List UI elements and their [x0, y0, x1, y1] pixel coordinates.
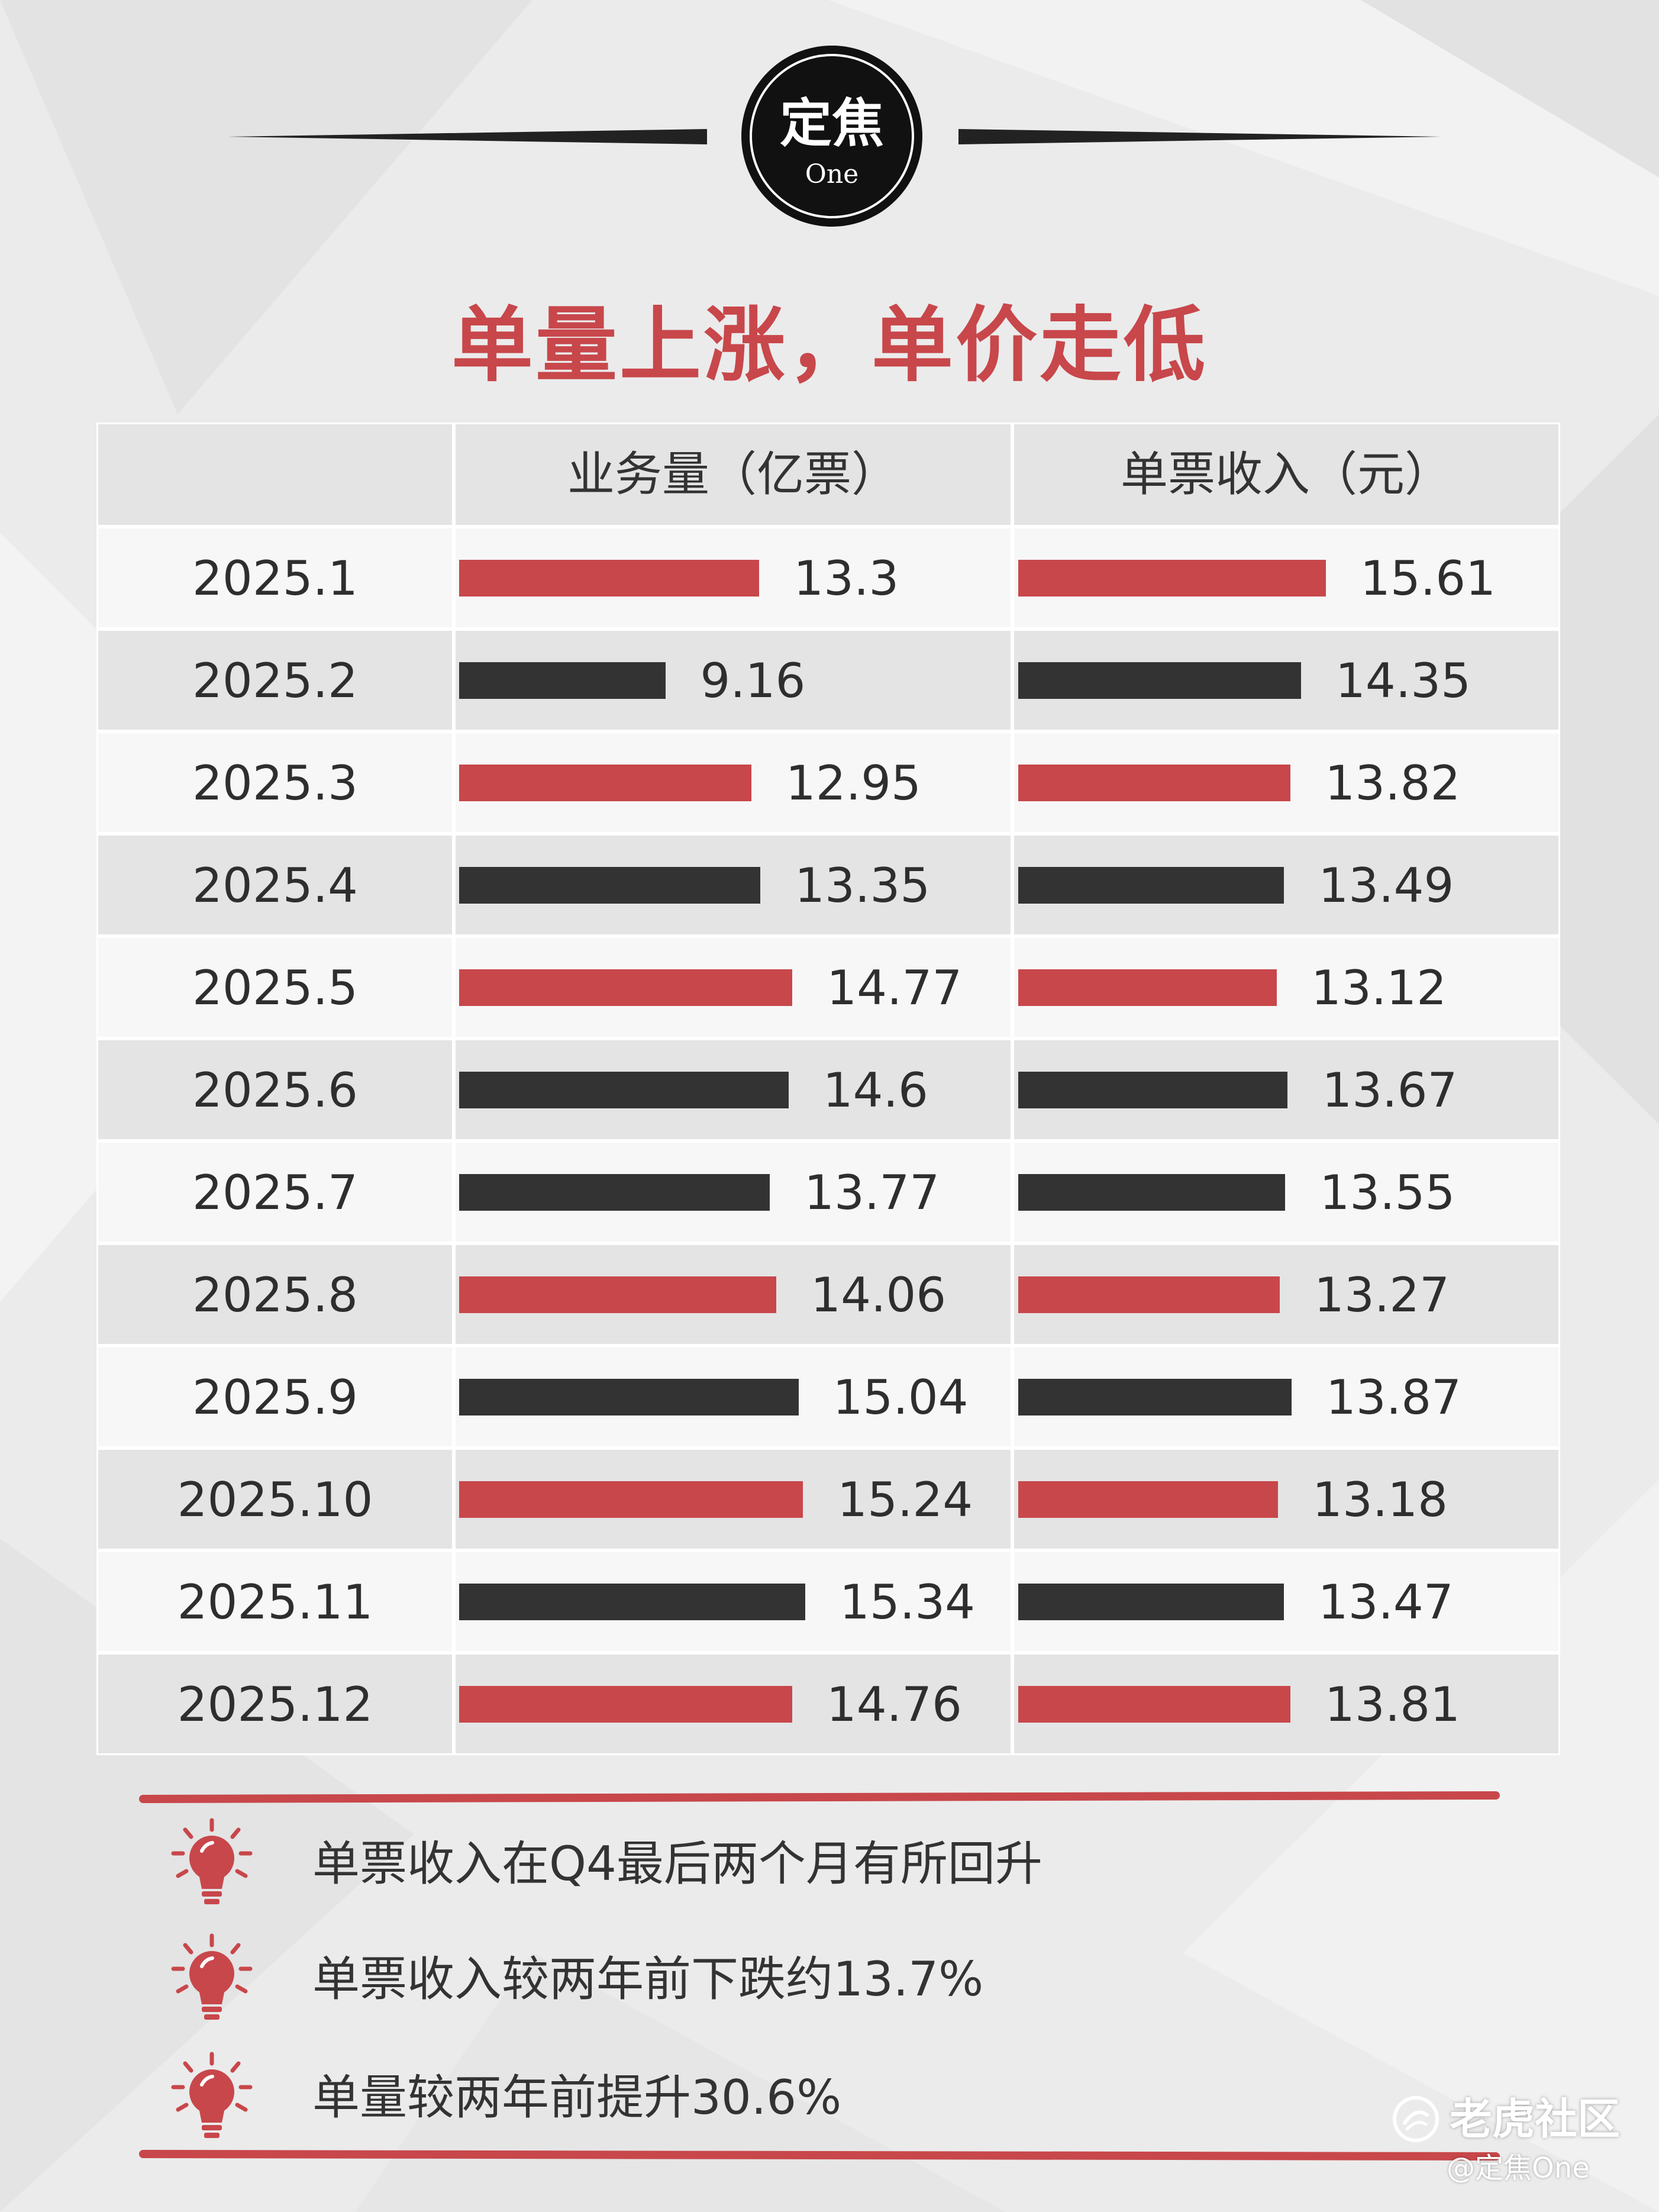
volume-value-label: 13.3 — [793, 551, 899, 606]
volume-value-label: 12.95 — [785, 756, 921, 811]
month-label: 2025.6 — [192, 1063, 358, 1118]
table-cell — [96, 1448, 454, 1550]
month-label: 2025.2 — [192, 653, 358, 708]
lightbulb-icon — [171, 2052, 253, 2138]
month-label: 2025.8 — [192, 1268, 358, 1323]
volume-bar — [459, 1379, 799, 1415]
table-cell — [96, 1141, 454, 1243]
volume-value-label: 9.16 — [700, 653, 806, 708]
table-cell — [96, 629, 454, 731]
volume-value-label: 15.04 — [832, 1370, 969, 1425]
header-cell-volume — [454, 423, 1012, 527]
price-value-label: 15.61 — [1360, 551, 1496, 606]
table-cell — [96, 1039, 454, 1141]
table-cell — [96, 1346, 454, 1448]
price-value-label: 13.82 — [1325, 756, 1461, 811]
data-table: 业务量（亿票） 单票收入（元） 2025.1 13.3 15.61 2025.2 9.1… — [96, 423, 1560, 1755]
price-bar — [1018, 969, 1277, 1006]
table-cell — [96, 834, 454, 936]
price-value-label: 13.87 — [1326, 1370, 1462, 1425]
volume-value-label: 14.06 — [811, 1268, 947, 1323]
header-volume-label: 业务量（亿票） — [567, 447, 899, 502]
header-cell-price — [1012, 423, 1560, 527]
month-label: 2025.9 — [192, 1370, 358, 1425]
price-value-label: 13.81 — [1325, 1677, 1461, 1732]
volume-value-label: 14.6 — [822, 1063, 928, 1118]
header-price-label: 单票收入（元） — [1121, 447, 1452, 502]
price-bar — [1018, 1379, 1292, 1415]
month-label: 2025.5 — [192, 960, 358, 1015]
price-bar — [1018, 1686, 1291, 1723]
table-cell — [96, 1653, 454, 1755]
table-cell — [96, 936, 454, 1039]
volume-bar — [459, 1276, 777, 1313]
volume-bar — [459, 969, 793, 1006]
price-value-label: 13.67 — [1322, 1063, 1458, 1118]
brand-logo: 定焦 One — [741, 46, 922, 227]
logo-text-sub: One — [805, 159, 859, 189]
price-bar — [1018, 1584, 1284, 1620]
lightbulb-icon — [171, 1818, 253, 1904]
volume-bar — [459, 1174, 770, 1211]
logo-ring — [750, 54, 914, 218]
note-text: 单票收入较两年前下跌约13.7% — [312, 1952, 984, 2007]
volume-bar — [459, 1584, 805, 1620]
price-bar — [1018, 765, 1291, 801]
month-label: 2025.1 — [192, 551, 358, 606]
note-text: 单量较两年前提升30.6% — [312, 2070, 842, 2125]
price-value-label: 13.18 — [1312, 1472, 1448, 1527]
volume-bar — [459, 662, 666, 699]
volume-value-label: 14.77 — [827, 960, 963, 1015]
volume-bar — [459, 560, 760, 596]
price-bar — [1018, 1276, 1280, 1313]
month-label: 2025.3 — [192, 756, 358, 811]
table-cell — [96, 527, 454, 629]
page-title: 单量上涨，单价走低 — [451, 298, 1208, 393]
volume-value-label: 15.24 — [837, 1472, 973, 1527]
volume-value-label: 14.76 — [826, 1677, 962, 1732]
volume-bar — [459, 1686, 792, 1723]
watermark-name: 老虎社区 — [1450, 2094, 1621, 2144]
watermark-handle: @定焦One — [1447, 2152, 1590, 2185]
price-bar — [1018, 1072, 1288, 1108]
lightbulb-icon — [171, 1933, 253, 2020]
price-value-label: 13.27 — [1314, 1268, 1450, 1323]
volume-bar — [459, 765, 751, 801]
month-label: 2025.4 — [192, 858, 358, 913]
price-bar — [1018, 1481, 1279, 1518]
volume-bar — [459, 867, 761, 904]
table-cell — [96, 731, 454, 834]
volume-bar — [459, 1072, 789, 1108]
volume-value-label: 13.35 — [795, 858, 931, 913]
month-label: 2025.11 — [177, 1575, 373, 1630]
price-value-label: 13.12 — [1311, 960, 1447, 1015]
price-bar — [1018, 1174, 1286, 1211]
volume-value-label: 13.77 — [804, 1165, 940, 1220]
month-label: 2025.12 — [177, 1677, 373, 1732]
price-bar — [1018, 662, 1302, 699]
month-label: 2025.10 — [177, 1472, 373, 1527]
price-bar — [1018, 560, 1326, 596]
table-cell — [96, 1243, 454, 1346]
price-value-label: 14.35 — [1335, 653, 1471, 708]
volume-value-label: 15.34 — [840, 1575, 976, 1630]
table-cell — [96, 1550, 454, 1653]
price-bar — [1018, 867, 1284, 904]
volume-bar — [459, 1481, 803, 1518]
header-cell-empty — [96, 423, 454, 527]
note-text: 单票收入在Q4最后两个月有所回升 — [312, 1836, 1042, 1891]
month-label: 2025.7 — [192, 1165, 358, 1220]
price-value-label: 13.55 — [1319, 1165, 1455, 1220]
price-value-label: 13.47 — [1318, 1575, 1454, 1630]
price-value-label: 13.49 — [1318, 858, 1454, 913]
logo-text-main: 定焦 — [779, 93, 884, 154]
tiger-logo-icon — [1393, 2096, 1439, 2142]
